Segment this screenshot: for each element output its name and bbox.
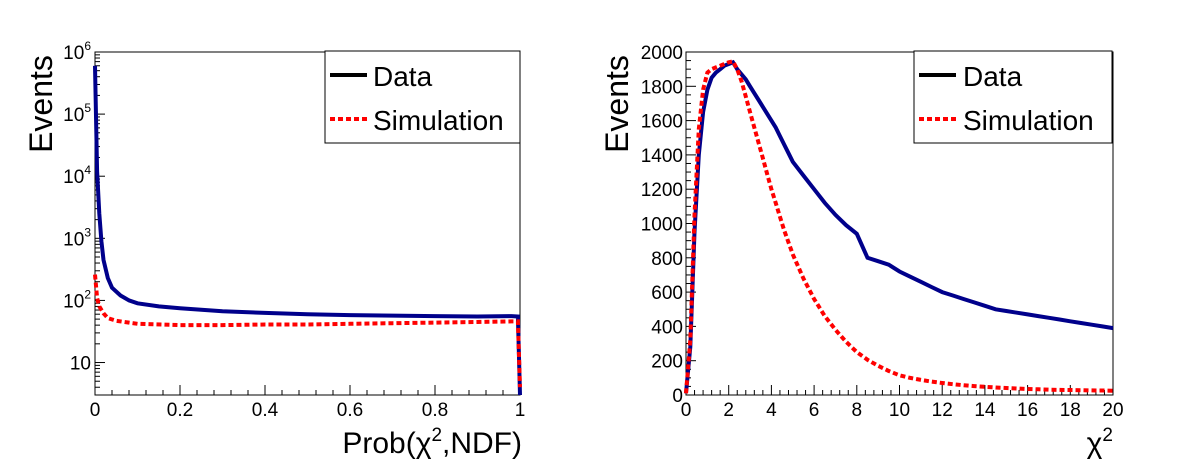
x-tick-label: 1 — [515, 400, 526, 421]
left-legend-label-data: Data — [373, 61, 433, 92]
right-legend-box — [913, 50, 1113, 144]
right-legend-label-simulation: Simulation — [963, 105, 1094, 136]
y-tick-label: 0 — [672, 386, 683, 407]
x-tick-label: 6 — [809, 400, 820, 421]
y-tick-label: 1000 — [641, 215, 683, 236]
x-tick-label: 16 — [1017, 400, 1038, 421]
series-line-data — [684, 59, 1114, 394]
y-tick-label: 800 — [651, 249, 683, 270]
x-tick-label: 0.2 — [167, 400, 193, 421]
y-tick-label: 106 — [63, 39, 91, 64]
x-tick-label: 0 — [90, 400, 101, 421]
right-x-axis-label: χ2 — [1087, 425, 1113, 460]
x-tick-label: 0.4 — [252, 400, 279, 421]
right-y-axis-label: Events — [599, 55, 635, 153]
left-plot-frame — [94, 51, 521, 396]
x-tick-label: 4 — [766, 400, 777, 421]
y-tick-label: 1200 — [641, 180, 683, 201]
y-tick-label: 200 — [651, 352, 683, 373]
x-tick-label: 10 — [889, 400, 910, 421]
x-tick-label: 8 — [852, 400, 863, 421]
series-line-data — [93, 65, 522, 396]
left-legend-label-simulation: Simulation — [373, 105, 504, 136]
x-tick-label: 0.8 — [422, 400, 448, 421]
y-tick-label: 1600 — [641, 112, 683, 133]
y-tick-label: 1800 — [641, 77, 683, 98]
x-tick-label: 18 — [1060, 400, 1081, 421]
series-line-simulation — [684, 59, 1114, 394]
x-tick-label: 14 — [974, 400, 996, 421]
right-chart: 0 200 400 600 800 1000 1200 1400 1600 1800 2000 0 2… — [599, 43, 1124, 460]
right-legend-label-data: Data — [963, 61, 1023, 92]
left-y-axis-label: Events — [23, 55, 59, 153]
y-tick-label: 1400 — [641, 146, 683, 167]
series-line-simulation — [93, 274, 522, 388]
y-tick-label: 2000 — [641, 43, 683, 64]
y-tick-label: 105 — [63, 101, 91, 126]
x-tick-label: 0 — [681, 400, 692, 421]
left-legend: Data Simulation — [324, 50, 521, 144]
left-x-axis-label: Prob(χ2,NDF) — [342, 425, 522, 460]
right-legend: Data Simulation — [913, 50, 1113, 144]
x-tick-label: 2 — [723, 400, 734, 421]
x-tick-label: 20 — [1102, 400, 1123, 421]
left-legend-box — [324, 50, 521, 144]
y-tick-label: 400 — [651, 317, 683, 338]
y-tick-label: 102 — [63, 287, 91, 312]
x-tick-label: 12 — [932, 400, 953, 421]
y-tick-label: 103 — [63, 225, 91, 250]
y-tick-label: 10 — [70, 354, 91, 375]
y-tick-label: 600 — [651, 283, 683, 304]
x-tick-label: 0.6 — [337, 400, 363, 421]
y-tick-label: 104 — [63, 163, 91, 188]
